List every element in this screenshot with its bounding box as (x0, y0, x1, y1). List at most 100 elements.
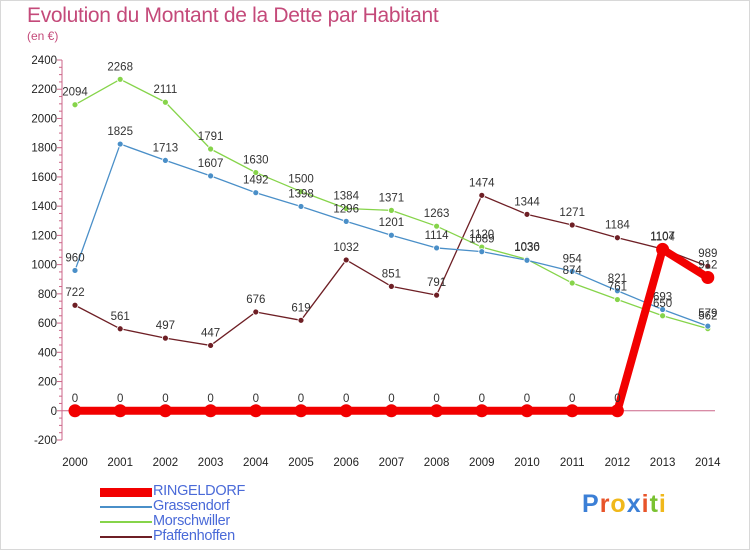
data-point-morschwiller (297, 188, 305, 195)
data-point-ringeldorf (520, 404, 534, 418)
data-label-pfaffenhoffen: 851 (382, 268, 401, 280)
logo-letter: t (649, 490, 659, 518)
data-label-morschwiller: 1791 (198, 131, 224, 143)
data-label-pfaffenhoffen: 497 (156, 320, 175, 332)
data-point-pfaffenhoffen (297, 316, 305, 324)
data-point-pfaffenhoffen (568, 221, 576, 229)
data-point-ringeldorf (610, 404, 624, 418)
data-point-morschwiller (614, 296, 621, 303)
data-point-pfaffenhoffen (614, 234, 621, 242)
x-tick-label: 2008 (424, 457, 450, 469)
y-tick-label: 600 (38, 318, 57, 330)
data-point-morschwiller (387, 206, 395, 214)
data-point-pfaffenhoffen (207, 342, 215, 349)
y-tick-label: 200 (38, 377, 57, 389)
data-point-pfaffenhoffen (116, 325, 124, 333)
data-point-ringeldorf (158, 404, 172, 418)
data-label-morschwiller: 1630 (243, 155, 269, 167)
data-point-grassendorf (252, 189, 260, 197)
data-label-ringeldorf: 0 (117, 393, 123, 405)
data-point-ringeldorf (656, 242, 670, 256)
data-label-morschwiller: 2268 (107, 61, 133, 73)
x-tick-label: 2010 (514, 457, 540, 469)
data-point-ringeldorf (701, 270, 715, 284)
data-label-morschwiller: 2094 (62, 87, 88, 99)
data-label-pfaffenhoffen: 1344 (514, 196, 540, 208)
logo-letter: P (582, 490, 600, 518)
data-label-grassendorf: 1713 (153, 142, 179, 154)
data-label-pfaffenhoffen: 1184 (605, 220, 630, 232)
y-tick-label: 1600 (31, 172, 57, 184)
data-point-grassendorf (704, 322, 712, 330)
x-tick-label: 2014 (695, 457, 721, 469)
data-point-morschwiller (659, 312, 666, 320)
data-label-grassendorf: 1607 (198, 158, 224, 170)
data-label-pfaffenhoffen: 1032 (333, 242, 359, 254)
data-point-morschwiller (161, 98, 169, 106)
logo-letter: r (599, 490, 611, 518)
legend-swatch (100, 521, 152, 523)
x-tick-label: 2003 (198, 457, 224, 469)
data-label-pfaffenhoffen: 1107 (650, 231, 675, 243)
data-point-morschwiller (433, 222, 441, 230)
logo-letter: i (658, 490, 667, 518)
data-point-ringeldorf (384, 404, 398, 418)
data-point-pfaffenhoffen (252, 308, 260, 316)
data-point-grassendorf (207, 172, 215, 180)
data-label-ringeldorf: 912 (698, 259, 717, 271)
data-point-ringeldorf (565, 404, 579, 418)
legend-swatch (100, 488, 152, 497)
x-tick-label: 2013 (650, 457, 676, 469)
data-label-ringeldorf: 0 (162, 393, 168, 405)
y-tick-label: 2200 (31, 84, 57, 96)
data-point-morschwiller (116, 75, 124, 83)
legend-swatch (100, 506, 152, 508)
data-label-ringeldorf: 0 (479, 393, 485, 405)
data-label-grassendorf: 960 (65, 252, 84, 264)
logo-letter: x (626, 490, 642, 518)
data-point-ringeldorf (113, 404, 127, 418)
data-point-grassendorf (433, 244, 441, 252)
data-label-grassendorf: 1114 (425, 230, 449, 242)
data-label-grassendorf: 1296 (333, 203, 359, 215)
data-label-grassendorf: 1825 (107, 126, 133, 138)
y-tick-label: -200 (34, 435, 57, 447)
data-label-grassendorf: 579 (698, 308, 717, 320)
x-tick-label: 2002 (153, 457, 179, 469)
chart-subtitle: (en €) (27, 29, 59, 43)
legend-label: Grassendorf (153, 498, 230, 514)
x-tick-label: 2007 (379, 457, 405, 469)
data-label-ringeldorf: 0 (614, 393, 620, 405)
y-tick-label: 2000 (31, 113, 57, 125)
data-label-ringeldorf: 1104 (650, 231, 675, 243)
data-label-grassendorf: 1201 (379, 217, 405, 229)
data-label-morschwiller: 2111 (153, 84, 177, 96)
x-tick-label: 2011 (560, 457, 585, 469)
data-point-grassendorf (342, 217, 350, 225)
data-label-morschwiller: 650 (653, 298, 672, 310)
legend-swatch (100, 536, 152, 538)
data-label-morschwiller: 562 (698, 311, 717, 323)
data-point-ringeldorf (475, 404, 489, 418)
logo-letter: i (641, 490, 650, 518)
data-point-grassendorf (568, 267, 576, 275)
series-layer (68, 75, 715, 418)
x-tick-label: 2006 (333, 457, 359, 469)
x-tick-label: 2004 (243, 457, 269, 469)
data-label-grassendorf: 1492 (243, 175, 269, 187)
data-label-ringeldorf: 0 (388, 393, 394, 405)
data-point-grassendorf (297, 203, 305, 210)
data-point-ringeldorf (339, 404, 353, 418)
data-point-pfaffenhoffen (704, 262, 712, 270)
data-label-grassendorf: 1030 (514, 242, 540, 254)
data-point-pfaffenhoffen (387, 282, 395, 290)
data-label-grassendorf: 693 (653, 291, 672, 303)
data-label-ringeldorf: 0 (207, 393, 213, 405)
data-label-pfaffenhoffen: 1271 (559, 207, 585, 219)
data-point-pfaffenhoffen (342, 256, 350, 264)
data-label-ringeldorf: 0 (569, 393, 575, 405)
data-label-morschwiller: 1036 (514, 241, 540, 253)
data-label-ringeldorf: 0 (72, 393, 78, 405)
data-labels: 722 561 497 447 676 619 1032 851 791 1474 1344 1271… (62, 61, 717, 404)
